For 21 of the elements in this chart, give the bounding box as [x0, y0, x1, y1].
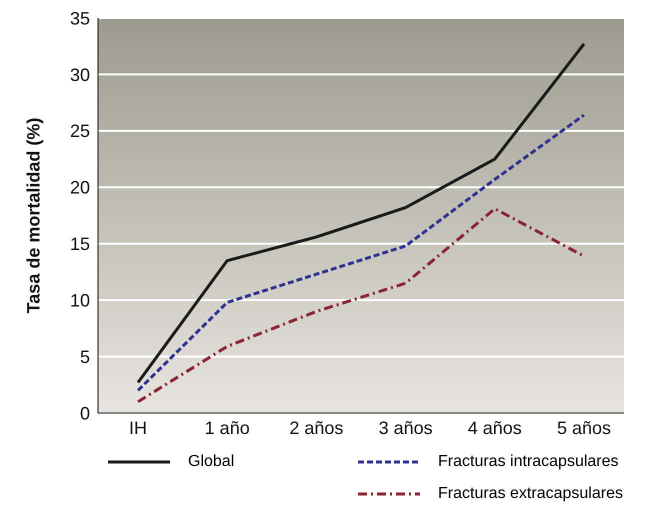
- legend-label: Global: [188, 453, 234, 471]
- y-tick-label: 30: [70, 64, 90, 85]
- y-axis-title: Tasa de mortalidad (%): [23, 118, 44, 314]
- y-tick-label: 35: [70, 8, 90, 28]
- x-tick-label: IH: [129, 418, 147, 438]
- y-tick-label: 25: [70, 121, 90, 142]
- x-tick-label: 4 años: [468, 418, 522, 438]
- x-tick-label: 2 años: [289, 418, 344, 438]
- line-series: [136, 207, 586, 404]
- y-tick-label: 20: [70, 178, 90, 198]
- y-tick-label: 10: [70, 290, 90, 311]
- line-series: [136, 114, 586, 392]
- y-tick-label: 0: [80, 403, 90, 424]
- legend-label: Fracturas intracapsulares: [438, 453, 619, 471]
- y-tick-label: 5: [80, 346, 90, 367]
- line-series: [136, 42, 586, 384]
- x-tick-label: 1 año: [204, 418, 250, 438]
- x-tick-label: 5 años: [556, 418, 612, 438]
- legend-label: Fracturas extracapsulares: [438, 485, 623, 503]
- y-tick-label: 15: [70, 234, 90, 254]
- x-tick-label: 3 años: [378, 418, 433, 438]
